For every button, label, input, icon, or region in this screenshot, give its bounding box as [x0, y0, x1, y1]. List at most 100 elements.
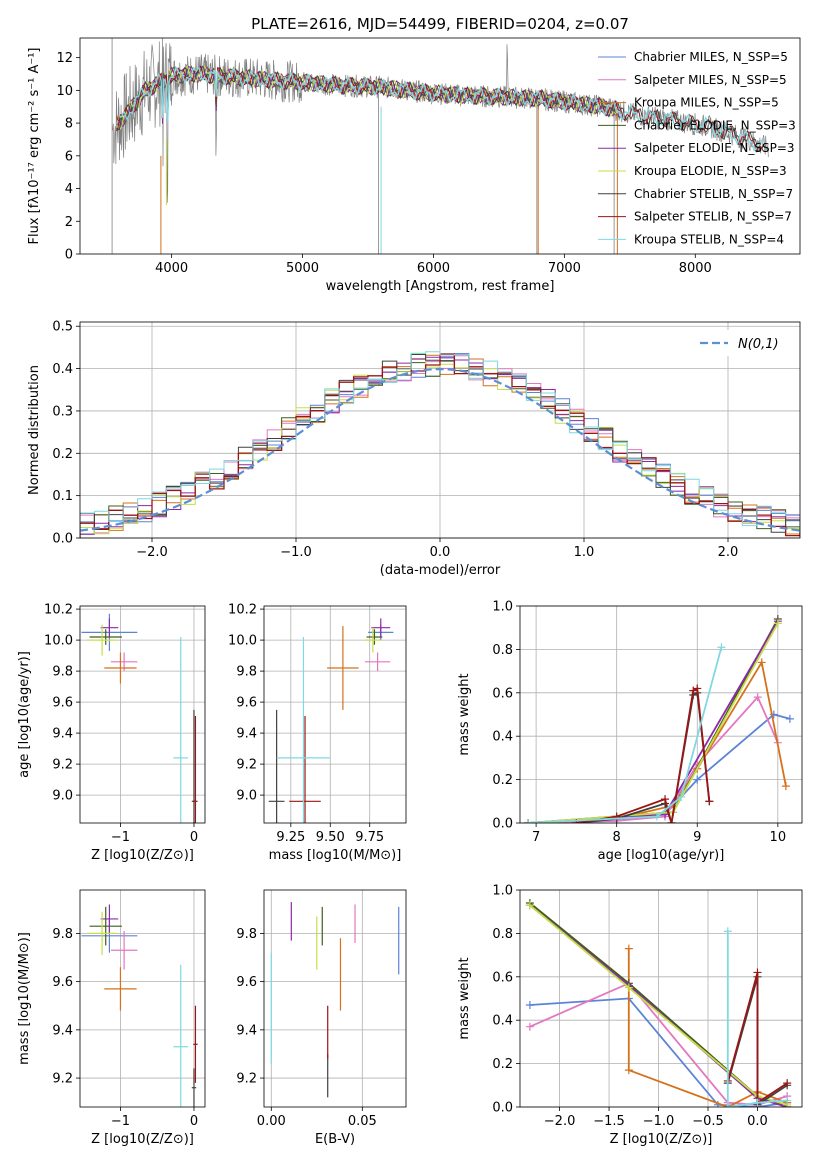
y-tick-label: 10.0 — [44, 634, 73, 649]
x-axis-label: (data-model)/error — [380, 563, 501, 578]
y-tick-label: 0.5 — [52, 320, 73, 335]
x-tick-label: 0.0 — [430, 545, 451, 560]
y-tick-label: 10.0 — [228, 634, 257, 649]
y-tick-label: 0.0 — [52, 532, 73, 547]
y-tick-label: 0.0 — [492, 817, 513, 832]
y-tick-label: 0.2 — [492, 773, 513, 788]
y-tick-label: 9.6 — [236, 696, 257, 711]
y-tick-label: 9.2 — [236, 1072, 257, 1087]
weight-marker — [723, 927, 732, 936]
x-tick-label: 8 — [613, 830, 621, 845]
model-line — [116, 65, 764, 153]
panel-spectrum: 4000 5000 6000 7000 8000 0 2 4 6 8 10 12 wavelength … — [27, 15, 801, 294]
y-tick-label: 0.2 — [492, 1057, 513, 1072]
y-axis-label: mass [log10(M/M⊙)] — [17, 932, 32, 1065]
error-bars — [81, 613, 198, 823]
y-tick-label: 9.8 — [236, 665, 257, 680]
y-tick-label: 9.0 — [236, 789, 257, 804]
weight-marker — [524, 819, 533, 823]
axes-frame — [79, 37, 801, 255]
x-axis-label: mass [log10(M/M⊙)] — [269, 848, 402, 863]
y-tick-label: 10 — [56, 84, 73, 99]
weight-marker — [693, 684, 702, 693]
error-bars — [268, 618, 394, 823]
x-tick-label: 9.75 — [355, 830, 384, 845]
weight-lines — [524, 615, 794, 823]
histogram-series — [80, 353, 800, 538]
y-tick-label: 4 — [65, 182, 73, 197]
y-tick-label: 9.8 — [236, 927, 257, 942]
weight-marker — [705, 797, 714, 806]
x-tick-label: 9 — [693, 830, 701, 845]
y-tick-label: 9.4 — [52, 727, 73, 742]
y-tick-label: 9.6 — [52, 696, 73, 711]
panel-age-vs-mass: 9.25 9.50 9.75 9.0 9.2 9.4 9.6 9.8 10.0 10.2 mass … — [228, 603, 407, 863]
x-axis-label: Z [log10(Z/Z⊙)] — [610, 1132, 713, 1147]
weight-marker — [783, 1096, 792, 1105]
y-tick-label: 9.2 — [52, 758, 73, 773]
weight-series — [529, 904, 788, 1106]
x-tick-label: 0.0 — [747, 1114, 768, 1129]
x-tick-label: 10 — [770, 830, 787, 845]
weight-marker — [723, 1103, 732, 1107]
y-tick-label: 0.0 — [492, 1101, 513, 1116]
x-tick-label: −1 — [111, 1114, 130, 1129]
weight-marker — [717, 643, 726, 652]
y-tick-label: 1.0 — [492, 884, 513, 899]
y-tick-label: 1.0 — [492, 600, 513, 615]
y-tick-label: 9.4 — [236, 1023, 257, 1038]
x-tick-label: 0 — [190, 830, 198, 845]
x-axis-label: age [log10(age/yr)] — [598, 848, 725, 863]
legend-entry: N(0,1) — [738, 337, 779, 352]
y-tick-label: 10.2 — [228, 603, 257, 618]
axes-frame — [79, 321, 801, 539]
weight-marker — [693, 775, 702, 784]
panel-mass-vs-ebv: 0.00 0.05 9.2 9.4 9.6 9.8 E(B-V) — [236, 889, 407, 1147]
weight-marker — [773, 619, 782, 628]
y-tick-label: 9.2 — [236, 758, 257, 773]
x-tick-label: −1.0 — [643, 1114, 675, 1129]
y-tick-label: 0.8 — [492, 643, 513, 658]
y-tick-label: 9.8 — [52, 665, 73, 680]
y-tick-label: 10.2 — [44, 603, 73, 618]
panel-age-vs-z: −1 0 9.0 9.2 9.4 9.6 9.8 10.0 10.2 Z [log10(Z/Z⊙)… — [17, 603, 206, 863]
y-axis-label: mass weight — [457, 673, 472, 755]
legend-entry: Kroupa ELODIE, N_SSP=3 — [634, 164, 787, 178]
weight-marker — [667, 819, 676, 823]
panel-residuals: −2.0 −1.0 0.0 1.0 2.0 0.0 0.1 0.2 0.3 0.4 0.5 (data… — [27, 320, 801, 578]
model-line — [116, 65, 620, 127]
x-axis-label: E(B-V) — [315, 1132, 355, 1147]
x-tick-label: 7000 — [548, 261, 581, 276]
weight-series — [528, 659, 787, 823]
weight-marker — [783, 1079, 792, 1088]
y-tick-label: 9.2 — [52, 1072, 73, 1087]
x-tick-label: 8000 — [679, 261, 712, 276]
axes-frame — [519, 605, 803, 824]
x-tick-label: 0.00 — [257, 1114, 286, 1129]
histogram-series — [80, 351, 800, 534]
x-tick-label: 4000 — [155, 261, 188, 276]
x-tick-label: −1.0 — [280, 545, 312, 560]
x-tick-label: 2.0 — [718, 545, 739, 560]
chart-title: PLATE=2616, MJD=54499, FIBERID=0204, z=0… — [251, 15, 629, 33]
y-tick-label: 9.6 — [52, 975, 73, 990]
model-line — [118, 66, 764, 152]
x-tick-label: 0.05 — [348, 1114, 377, 1129]
x-axis-label: Z [log10(Z/Z⊙)] — [91, 1132, 194, 1147]
y-tick-label: 9.4 — [236, 727, 257, 742]
y-tick-label: 0.6 — [492, 970, 513, 985]
spectrum-lines — [111, 38, 769, 254]
y-tick-label: 6 — [65, 149, 73, 164]
y-tick-label: 0.4 — [492, 730, 513, 745]
error-bars — [81, 904, 198, 1107]
weight-marker — [689, 686, 698, 695]
y-axis-label: age [log10(age/yr)] — [17, 651, 32, 778]
legend-entry: Salpeter ELODIE, N_SSP=3 — [634, 141, 795, 155]
y-tick-label: 0.4 — [492, 1014, 513, 1029]
histograms — [80, 351, 800, 538]
x-tick-label: 6000 — [417, 261, 450, 276]
axes-frame — [79, 605, 206, 824]
x-tick-label: −1 — [111, 830, 130, 845]
x-tick-label: 9.25 — [276, 830, 305, 845]
legend: Chabrier MILES, N_SSP=5 Salpeter MILES, N… — [598, 50, 796, 246]
